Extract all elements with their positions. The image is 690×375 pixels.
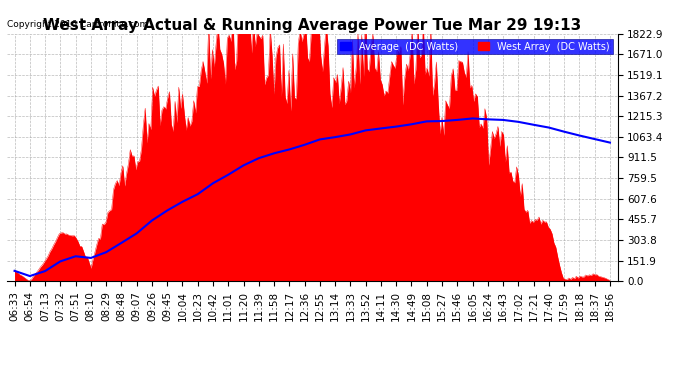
Title: West Array Actual & Running Average Power Tue Mar 29 19:13: West Array Actual & Running Average Powe… xyxy=(43,18,582,33)
Text: Copyright 2016 Cartronics.com: Copyright 2016 Cartronics.com xyxy=(7,20,148,29)
Legend: Average  (DC Watts), West Array  (DC Watts): Average (DC Watts), West Array (DC Watts… xyxy=(337,39,613,54)
